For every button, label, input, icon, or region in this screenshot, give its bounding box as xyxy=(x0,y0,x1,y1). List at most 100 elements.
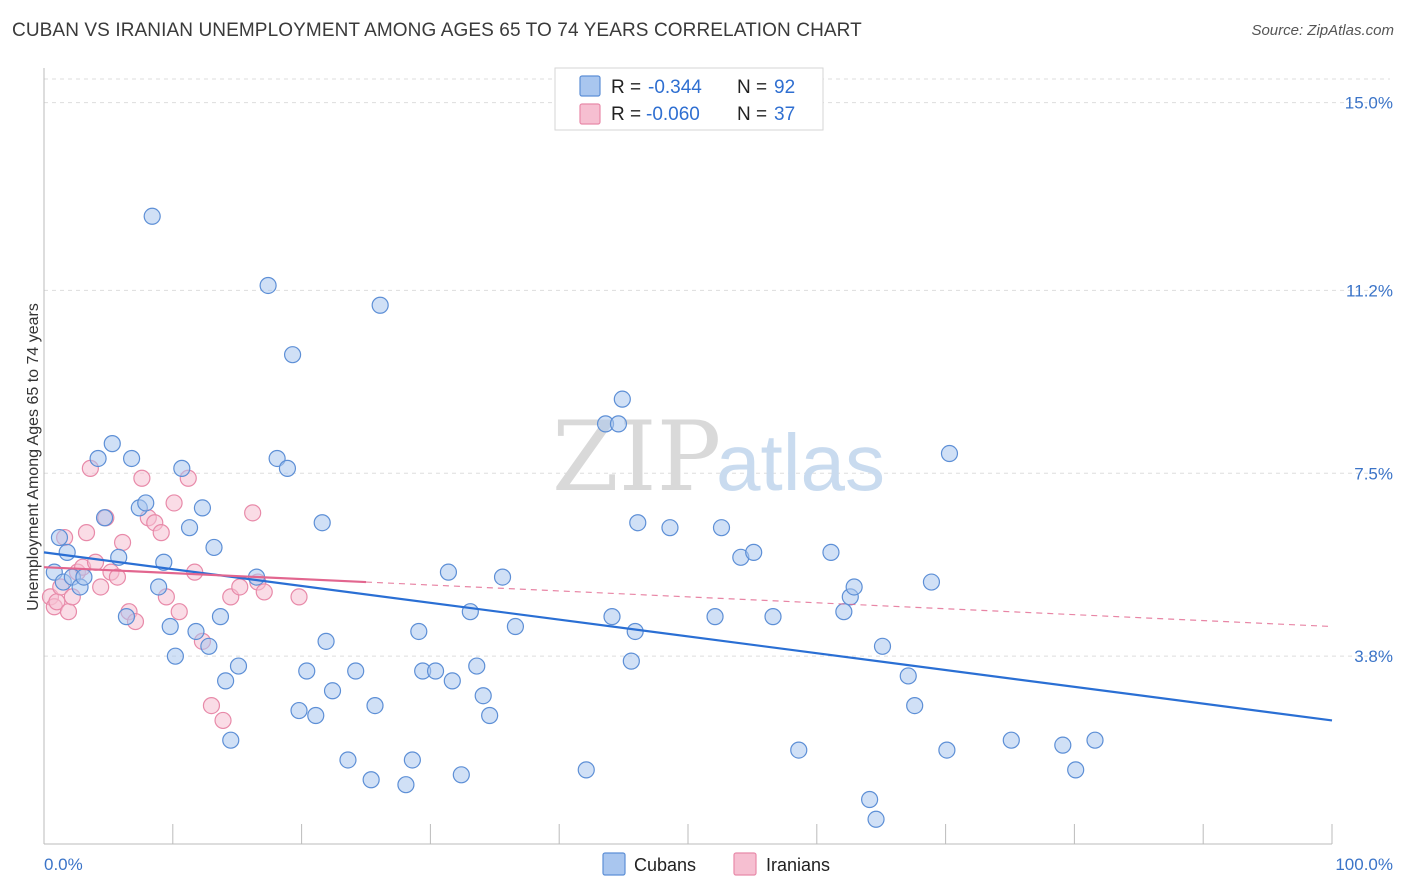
data-point-cubans xyxy=(922,573,941,591)
data-point-cubans xyxy=(940,444,959,463)
x-tick-label-min: 0.0% xyxy=(44,855,83,874)
chart-title: CUBAN VS IRANIAN UNEMPLOYMENT AMONG AGES… xyxy=(12,20,862,41)
legend-r-label: R = xyxy=(611,104,641,125)
data-point-cubans xyxy=(661,519,679,537)
bottom-legend: Cubans Iranians xyxy=(602,852,830,876)
data-point-cubans xyxy=(313,514,331,532)
data-point-cubans xyxy=(259,276,277,295)
data-point-cubans xyxy=(323,682,342,700)
data-point-cubans xyxy=(307,706,325,725)
grid-lines xyxy=(44,78,1390,657)
watermark-atlas: atlas xyxy=(716,418,885,507)
data-point-cubans xyxy=(371,296,389,314)
trend-lines xyxy=(43,551,1333,722)
data-point-cubans xyxy=(481,706,499,725)
data-point-cubans xyxy=(938,741,956,759)
data-point-iranians xyxy=(202,697,221,715)
data-point-cubans xyxy=(1086,731,1104,749)
data-point-iranians xyxy=(113,533,132,552)
x-axis-ticks xyxy=(172,824,1333,844)
data-point-iranians xyxy=(108,568,127,586)
data-point-cubans xyxy=(298,662,316,680)
data-point-cubans xyxy=(764,608,782,626)
data-point-cubans xyxy=(906,697,924,715)
data-point-iranians xyxy=(92,578,110,596)
data-point-cubans xyxy=(155,553,173,571)
data-point-cubans xyxy=(1002,731,1020,749)
data-point-cubans xyxy=(626,622,644,641)
legend-r-label: R = xyxy=(611,77,641,98)
data-point-cubans xyxy=(75,568,93,586)
y-tick-label: 7.5% xyxy=(1354,464,1393,483)
data-point-cubans xyxy=(222,731,240,749)
data-point-cubans xyxy=(861,790,879,809)
legend-r-value-iranians: -0.060 xyxy=(646,104,700,125)
legend-n-label: N = xyxy=(737,104,767,125)
y-tick-label: 15.0% xyxy=(1345,94,1393,113)
legend-n-value-cubans: 92 xyxy=(774,77,795,98)
legend-r-value-cubans: -0.344 xyxy=(648,77,702,98)
data-point-cubans xyxy=(150,578,168,596)
data-point-cubans xyxy=(317,632,335,650)
data-point-iranians xyxy=(170,603,188,621)
bottom-legend-swatch-cubans xyxy=(602,852,626,876)
data-point-iranians xyxy=(165,494,183,512)
data-point-cubans xyxy=(173,459,191,477)
data-point-cubans xyxy=(1067,761,1085,779)
data-point-cubans xyxy=(193,499,212,517)
data-point-cubans xyxy=(609,415,628,433)
legend-swatch-iranians xyxy=(579,103,601,125)
data-point-iranians xyxy=(290,588,308,606)
data-point-iranians xyxy=(255,583,273,601)
data-point-cubans xyxy=(290,701,308,720)
data-point-cubans xyxy=(137,494,155,512)
data-point-iranians xyxy=(133,469,151,487)
data-point-cubans xyxy=(506,617,525,636)
data-point-cubans xyxy=(89,449,107,468)
data-point-cubans xyxy=(577,761,595,779)
data-point-cubans xyxy=(366,697,384,715)
data-point-cubans xyxy=(613,390,631,408)
watermark-zip: ZIP xyxy=(552,401,721,513)
data-point-cubans xyxy=(166,647,184,665)
data-point-cubans xyxy=(161,617,179,636)
y-axis-tick-labels: 3.8% 7.5% 11.2% 15.0% xyxy=(1345,94,1393,667)
y-axis-label: Unemployment Among Ages 65 to 74 years xyxy=(25,303,42,611)
data-point-cubans xyxy=(426,662,445,680)
data-point-cubans xyxy=(493,568,512,586)
y-tick-label: 11.2% xyxy=(1346,281,1393,300)
bottom-legend-swatch-iranians xyxy=(733,852,757,876)
legend-n-label: N = xyxy=(737,77,767,98)
data-point-cubans xyxy=(443,672,461,690)
data-point-cubans xyxy=(103,435,121,453)
data-point-iranians xyxy=(86,553,105,571)
data-point-cubans xyxy=(268,449,286,468)
data-point-cubans xyxy=(468,657,486,675)
bottom-legend-cubans: Cubans xyxy=(634,855,696,875)
data-point-cubans xyxy=(629,514,647,532)
data-point-cubans xyxy=(339,751,357,769)
data-point-cubans xyxy=(205,538,223,557)
data-point-cubans xyxy=(403,751,421,769)
data-point-cubans xyxy=(283,346,302,364)
legend-n-value-iranians: 37 xyxy=(774,104,795,125)
legend-box: R = -0.344 N = 92 R = -0.060 N = 37 xyxy=(554,67,824,131)
data-point-cubans xyxy=(58,543,76,561)
data-point-cubans xyxy=(347,662,365,680)
data-point-cubans xyxy=(835,603,853,621)
source-label: Source: ZipAtlas.com xyxy=(1251,22,1394,39)
data-point-cubans xyxy=(706,608,724,626)
data-point-cubans xyxy=(867,810,885,828)
data-point-cubans xyxy=(410,622,428,641)
data-point-iranians xyxy=(214,711,232,730)
data-point-iranians xyxy=(231,578,249,596)
data-point-cubans xyxy=(397,776,415,794)
trend-line-iranians xyxy=(43,566,367,584)
data-point-cubans xyxy=(180,519,199,537)
data-point-cubans xyxy=(362,771,380,789)
data-point-cubans xyxy=(873,637,892,655)
data-point-cubans xyxy=(187,622,205,641)
data-point-cubans xyxy=(452,766,470,784)
data-point-cubans xyxy=(822,543,840,561)
